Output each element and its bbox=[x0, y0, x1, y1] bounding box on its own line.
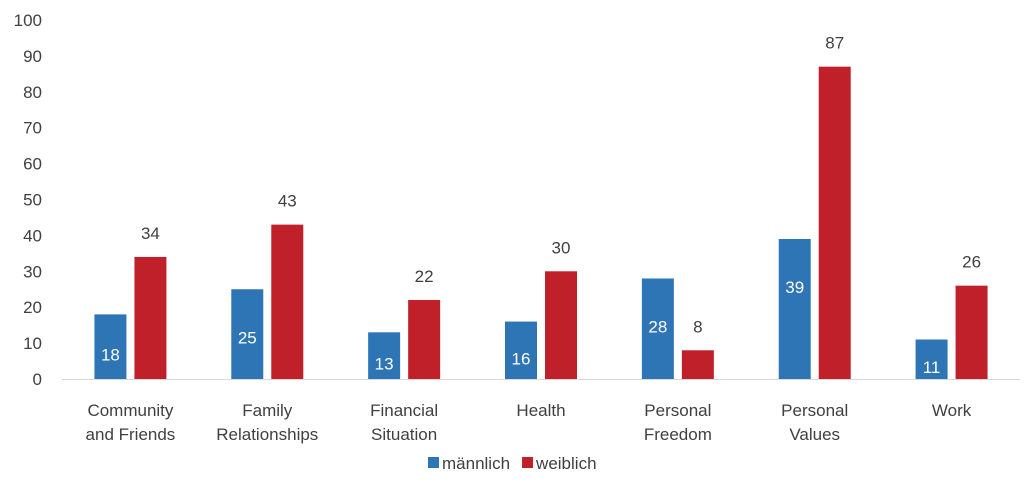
data-label: 11 bbox=[923, 358, 941, 377]
legend-swatch bbox=[522, 457, 534, 468]
bar-weiblich bbox=[134, 256, 167, 379]
data-label: 22 bbox=[415, 267, 434, 286]
data-label: 26 bbox=[962, 253, 981, 272]
bar-maennlich bbox=[778, 238, 811, 379]
y-tick-label: 60 bbox=[23, 155, 42, 174]
category-label: and Friends bbox=[86, 425, 176, 444]
data-label: 30 bbox=[552, 238, 571, 257]
y-tick-label: 0 bbox=[33, 370, 42, 389]
bar-weiblich bbox=[271, 224, 304, 379]
bar-maennlich bbox=[505, 321, 537, 379]
data-label: 16 bbox=[512, 349, 531, 368]
bar-weiblich bbox=[408, 300, 441, 379]
data-label: 8 bbox=[693, 317, 702, 336]
bars-group: 18 34 25 43 13 22 16 30 28 8 39 87 11 26 bbox=[94, 34, 988, 380]
legend-label: weiblich bbox=[535, 454, 596, 473]
y-tick-label: 50 bbox=[23, 191, 42, 210]
data-label: 39 bbox=[785, 278, 804, 297]
data-label: 13 bbox=[375, 355, 394, 374]
y-tick-label: 40 bbox=[23, 226, 42, 245]
data-label: 28 bbox=[648, 317, 667, 336]
data-label: 87 bbox=[825, 34, 844, 53]
legend: männlich weiblich bbox=[428, 454, 597, 473]
category-label: Freedom bbox=[644, 425, 712, 444]
category-labels: Community and Friends Family Relationships F… bbox=[86, 401, 972, 444]
bar-maennlich bbox=[368, 332, 401, 379]
bar-maennlich bbox=[94, 314, 127, 379]
bar-weiblich bbox=[955, 285, 988, 379]
y-axis-ticks: 0 10 20 30 40 50 60 70 80 90 100 bbox=[14, 11, 42, 389]
data-label: 25 bbox=[238, 328, 257, 347]
bar-weiblich bbox=[681, 350, 714, 379]
y-tick-label: 30 bbox=[23, 262, 42, 281]
category-label: Financial bbox=[370, 401, 438, 420]
category-label: Personal bbox=[644, 401, 711, 420]
category-label: Health bbox=[516, 401, 565, 420]
legend-swatch bbox=[428, 457, 439, 468]
category-label: Relationships bbox=[216, 425, 318, 444]
y-tick-label: 20 bbox=[23, 298, 42, 317]
y-tick-label: 70 bbox=[23, 119, 42, 138]
y-tick-label: 90 bbox=[23, 47, 42, 66]
data-label: 43 bbox=[278, 192, 297, 211]
category-label: Family bbox=[242, 401, 293, 420]
category-label: Situation bbox=[371, 425, 437, 444]
data-label: 34 bbox=[141, 224, 160, 243]
category-label: Community bbox=[87, 401, 173, 420]
category-label: Personal bbox=[781, 401, 848, 420]
bar-weiblich bbox=[545, 271, 577, 379]
data-label: 18 bbox=[101, 346, 120, 365]
bar-maennlich bbox=[231, 289, 264, 379]
bar-maennlich bbox=[915, 339, 948, 379]
category-label: Values bbox=[789, 425, 840, 444]
legend-label: männlich bbox=[442, 454, 510, 473]
bar-maennlich bbox=[641, 278, 674, 379]
category-label: Work bbox=[932, 401, 972, 420]
y-tick-label: 100 bbox=[14, 11, 42, 30]
y-tick-label: 80 bbox=[23, 83, 42, 102]
bar-weiblich bbox=[818, 66, 851, 380]
y-tick-label: 10 bbox=[23, 334, 42, 353]
